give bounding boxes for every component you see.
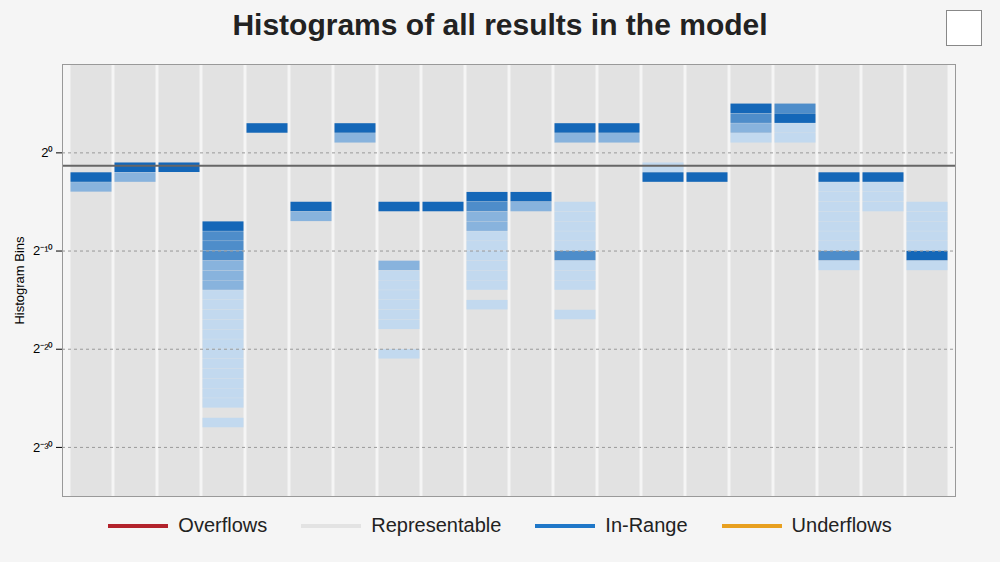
html-text:In-Range: In-Range (605, 514, 688, 536)
svg-text:2⁻²⁰: 2⁻²⁰ (33, 341, 54, 356)
svg-text:2⁰: 2⁰ (41, 145, 53, 160)
svg-text:Histogram Bins: Histogram Bins (12, 236, 27, 325)
html-text:Overflows: Overflows (178, 514, 268, 536)
svg-text:2⁻¹⁰: 2⁻¹⁰ (33, 243, 54, 258)
html-text:Underflows: Underflows (791, 514, 892, 536)
html-text:Representable: Representable (371, 514, 502, 536)
html-text:Histograms of all results in t: Histograms of all results in the model (232, 8, 768, 41)
svg-text:2⁻³⁰: 2⁻³⁰ (33, 440, 54, 455)
